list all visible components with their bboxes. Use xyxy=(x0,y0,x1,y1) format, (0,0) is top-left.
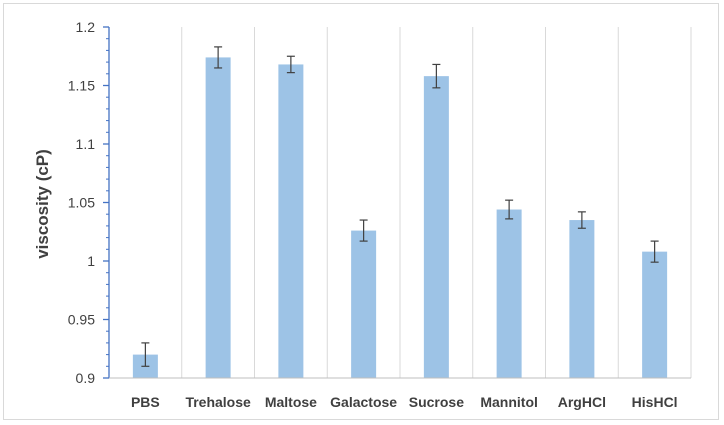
x-tick-label: ArgHCl xyxy=(558,394,606,410)
y-tick-label: 1.05 xyxy=(68,195,95,211)
grid-layer xyxy=(181,27,692,378)
y-tick-label: 1.1 xyxy=(76,136,96,152)
x-tick-label: Trehalose xyxy=(185,394,251,410)
label-layer: PBS Trehalose Maltose Galactose Sucrose Manni… xyxy=(68,19,678,410)
bar-galactose xyxy=(351,230,377,378)
y-tick-label: 0.9 xyxy=(76,370,96,386)
y-tick-label: 1.15 xyxy=(68,78,95,94)
y-axis-label: viscosity (cP) xyxy=(33,149,52,259)
bar-maltose xyxy=(278,64,304,378)
bar-hishcl xyxy=(642,251,668,378)
x-tick-label: Sucrose xyxy=(409,394,464,410)
x-tick-label: PBS xyxy=(131,394,160,410)
x-tick-label: HisHCl xyxy=(632,394,678,410)
bar-arghcl xyxy=(569,220,595,378)
axis-layer xyxy=(103,26,691,379)
error-bar-layer xyxy=(141,46,659,367)
y-tick-label: 0.95 xyxy=(68,312,95,328)
x-tick-label: Maltose xyxy=(265,394,317,410)
x-tick-label: Galactose xyxy=(330,394,397,410)
x-tick-label: Mannitol xyxy=(480,394,538,410)
y-tick-label: 1.2 xyxy=(76,19,96,35)
bar-sucrose xyxy=(423,76,449,378)
bar-mannitol xyxy=(496,209,522,378)
bar-trehalose xyxy=(205,57,231,379)
y-tick-label: 1 xyxy=(87,253,95,269)
